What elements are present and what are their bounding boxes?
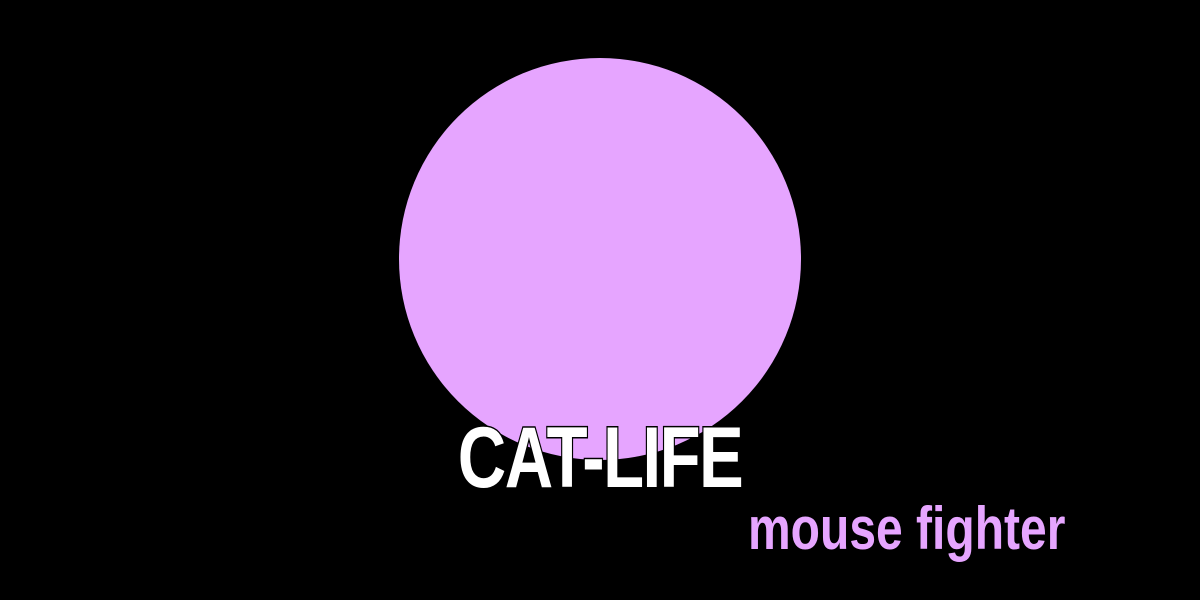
game-title: CAT-LIFE	[457, 409, 745, 508]
pink-circle	[399, 58, 801, 460]
game-subtitle: mouse fighter	[748, 495, 1066, 562]
